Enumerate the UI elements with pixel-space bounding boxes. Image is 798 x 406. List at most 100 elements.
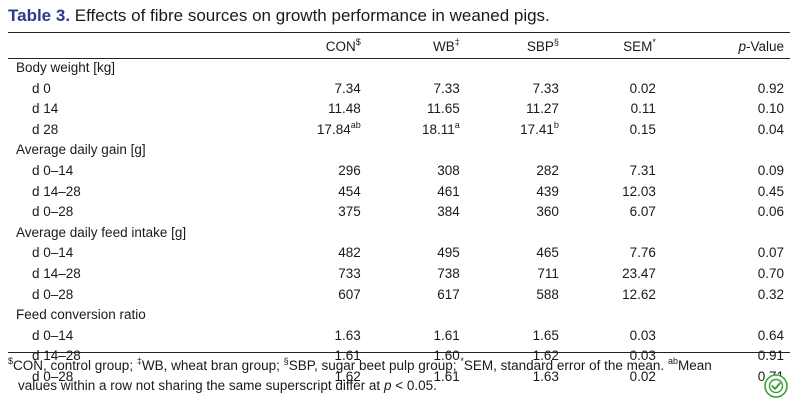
cell-value: 1.60: [433, 348, 460, 364]
row-label: d 14–28: [32, 348, 81, 364]
row-label: d 0: [32, 80, 51, 96]
cell-value: 1.63: [334, 327, 361, 343]
section-title: Average daily gain [g]: [16, 142, 146, 158]
cell-p-value: 0.32: [757, 286, 784, 302]
cell-sbp: 439: [460, 182, 559, 203]
row-label: d 0–28: [32, 204, 74, 220]
cell-con: 17.84ab: [267, 120, 361, 141]
cell-wb: 1.61: [361, 326, 460, 347]
row-label: d 0–14: [32, 245, 74, 261]
cell-sem: 12.62: [622, 286, 656, 302]
row-label: d 0–28: [32, 286, 74, 302]
cell-value: 482: [338, 245, 361, 261]
table-row: d 14–28 454 461 439 12.03 0.45: [8, 182, 790, 203]
cell-wb: 7.33: [361, 79, 460, 100]
table-caption-label: Table 3.: [8, 6, 71, 25]
cell-value: 1.63: [532, 368, 559, 384]
cell-wb: 617: [361, 285, 460, 306]
table-row: d 0–14 296 308 282 7.31 0.09: [8, 161, 790, 182]
table-footnote: $CON, control group; ‡WB, wheat bran gro…: [8, 356, 763, 396]
cell-p-value: 0.04: [757, 121, 784, 137]
cell-p-value: 0.64: [757, 327, 784, 343]
cell-p-value: 0.91: [757, 348, 784, 364]
cell-value: 7.33: [532, 80, 559, 96]
cell-value: 1.61: [433, 368, 460, 384]
crossmark-icon[interactable]: [764, 374, 788, 398]
cell-con: 1.61: [267, 346, 361, 367]
cell-p-value: 0.92: [757, 80, 784, 96]
cell-con: 296: [267, 161, 361, 182]
cell-sbp: 1.63: [460, 367, 559, 388]
cell-p-value: 0.09: [757, 162, 784, 178]
header-wb: WB‡: [433, 37, 460, 55]
cell-wb: 1.60: [361, 346, 460, 367]
header-sbp: SBP§: [526, 37, 559, 55]
cell-value: 17.84: [316, 121, 351, 137]
cell-con: 1.63: [267, 326, 361, 347]
cell-value: 733: [338, 265, 361, 281]
section-title: Feed conversion ratio: [16, 307, 146, 323]
cell-value: 360: [536, 204, 559, 220]
section-row: Body weight [kg]: [8, 58, 790, 79]
section-title: Average daily feed intake [g]: [16, 224, 187, 240]
cell-value: 296: [338, 162, 361, 178]
cell-wb: 461: [361, 182, 460, 203]
cell-value: 454: [338, 183, 361, 199]
table-row: d 0–14 482 495 465 7.76 0.07: [8, 243, 790, 264]
row-label: d 14: [32, 101, 59, 117]
cell-value: 617: [437, 286, 460, 302]
table-caption-text: Effects of fibre sources on growth perfo…: [74, 6, 550, 25]
cell-con: 733: [267, 264, 361, 285]
cell-p-value: 0.70: [757, 265, 784, 281]
cell-sem: 0.15: [629, 121, 656, 137]
cell-sem: 7.76: [629, 245, 656, 261]
table-caption: Table 3. Effects of fibre sources on gro…: [8, 6, 550, 26]
table-row: d 0 7.34 7.33 7.33 0.02 0.92: [8, 79, 790, 100]
cell-value: 461: [437, 183, 460, 199]
table-row: d 0–28 375 384 360 6.07 0.06: [8, 202, 790, 223]
row-label: d 0–28: [32, 368, 74, 384]
cell-sbp: 7.33: [460, 79, 559, 100]
cell-sbp: 1.65: [460, 326, 559, 347]
table-row: d 14 11.48 11.65 11.27 0.11 0.10: [8, 99, 790, 120]
top-rule: [8, 32, 790, 33]
section-row: Average daily gain [g]: [8, 140, 790, 161]
cell-con: 482: [267, 243, 361, 264]
cell-sem: 0.03: [629, 348, 656, 364]
cell-p-value: 0.07: [757, 245, 784, 261]
header-blank: [8, 36, 267, 58]
header-con: CON$: [325, 37, 361, 55]
cell-value: 7.33: [433, 80, 460, 96]
cell-value: 1.65: [532, 327, 559, 343]
cell-con: 11.48: [267, 99, 361, 120]
table-row: d 0–14 1.63 1.61 1.65 0.03 0.64: [8, 326, 790, 347]
cell-value: 1.62: [532, 348, 559, 364]
cell-con: 7.34: [267, 79, 360, 100]
section-row: Feed conversion ratio: [8, 305, 790, 326]
bottom-rule: [8, 352, 790, 353]
footnote-line-1: $CON, control group; ‡WB, wheat bran gro…: [8, 356, 712, 374]
cell-value: 1.62: [334, 368, 361, 384]
cell-value: 711: [537, 265, 559, 281]
cell-sbp: 360: [460, 202, 559, 223]
row-label: d 28: [32, 121, 59, 137]
cell-value: 17.41: [520, 121, 554, 137]
table-row: d 0–281.621.611.630.020.71: [8, 367, 790, 388]
table-row: d 14–28 733 738 711 23.47 0.70: [8, 264, 790, 285]
cell-value: 11.65: [427, 101, 460, 117]
cell-sem: 23.47: [622, 265, 656, 281]
cell-value: 11.27: [526, 101, 559, 117]
cell-sbp: 1.62: [460, 346, 559, 367]
cell-value: 11.48: [327, 101, 361, 117]
cell-value: 1.61: [433, 327, 460, 343]
cell-value: 588: [536, 286, 559, 302]
cell-sem: 0.02: [629, 368, 656, 384]
cell-value: 1.61: [334, 348, 361, 364]
cell-value: 375: [338, 204, 361, 220]
table-row: d 28 17.84ab 18.11a 17.41b 0.15 0.04: [8, 120, 790, 141]
cell-value: 495: [437, 245, 460, 261]
footnote-line-2: values within a row not sharing the same…: [18, 378, 437, 393]
cell-con: 1.62: [267, 367, 361, 388]
cell-wb: 18.11a: [361, 120, 460, 141]
header-row: CON$ WB‡ SBP§ SEM* p-Value: [8, 36, 790, 58]
